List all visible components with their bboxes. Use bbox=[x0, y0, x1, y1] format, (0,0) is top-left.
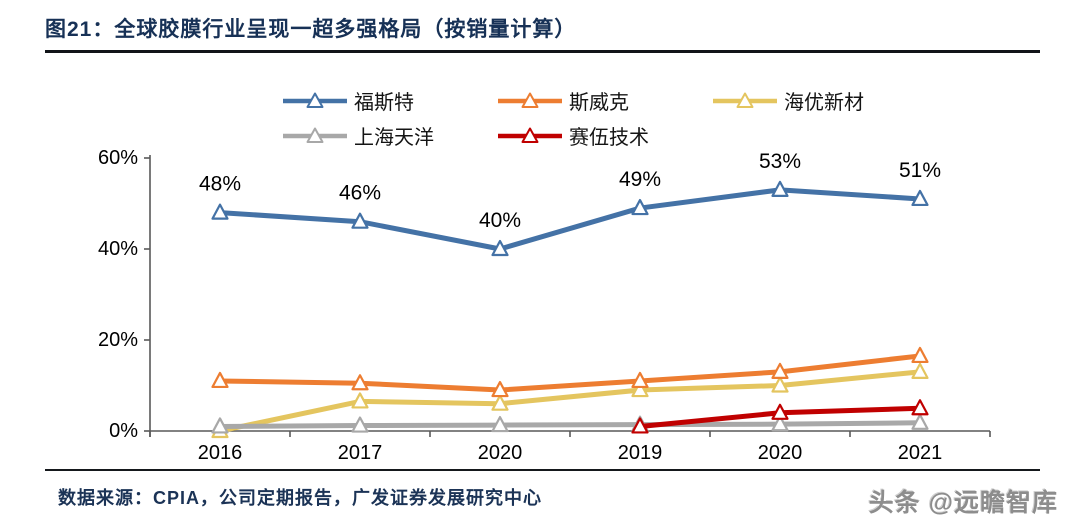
series-line-1 bbox=[217, 353, 923, 393]
x-tick-label: 2020 bbox=[758, 442, 803, 464]
legend-triangle-icon bbox=[306, 92, 324, 108]
data-source-text: 数据来源：CPIA，公司定期报告，广发证券发展研究中心 bbox=[58, 488, 543, 508]
line-triangle-marker-icon bbox=[283, 92, 347, 108]
triangle-marker-icon bbox=[911, 399, 929, 416]
triangle-marker-icon bbox=[491, 380, 509, 398]
legend-triangle-icon bbox=[736, 92, 754, 108]
legend-triangle-icon bbox=[521, 92, 539, 108]
triangle-marker-icon bbox=[771, 362, 789, 379]
line-triangle-marker-icon bbox=[498, 127, 562, 143]
watermark-text: 头条 @远瞻智库 bbox=[868, 489, 1058, 517]
x-tick-label: 2019 bbox=[618, 442, 663, 464]
series-line-3 bbox=[217, 420, 923, 429]
triangle-marker-icon bbox=[211, 203, 229, 220]
y-tick-label: 60% bbox=[98, 147, 138, 169]
triangle-marker-icon bbox=[351, 212, 369, 229]
series-line-0 bbox=[217, 187, 923, 252]
legend-triangle-icon bbox=[521, 127, 539, 143]
chart-title: 图21：全球胶膜行业呈现一超多强格局（按销量计算） bbox=[45, 18, 577, 41]
line-triangle-marker-icon bbox=[713, 92, 777, 108]
x-tick-label: 2021 bbox=[898, 442, 943, 464]
triangle-marker-icon bbox=[911, 413, 929, 430]
triangle-marker-icon bbox=[911, 362, 929, 379]
legend-label: 上海天洋 bbox=[354, 126, 434, 149]
triangle-marker-icon bbox=[631, 371, 649, 389]
legend-label: 福斯特 bbox=[354, 91, 414, 114]
y-tick-label: 0% bbox=[109, 420, 138, 442]
triangle-marker-icon bbox=[211, 371, 229, 389]
legend-item-saiwujishu: 赛伍技术 bbox=[498, 125, 649, 149]
triangle-marker-icon bbox=[631, 380, 649, 398]
data-label: 40% bbox=[479, 209, 521, 232]
legend-item-haiyouxincai: 海优新材 bbox=[713, 90, 864, 114]
legend-label: 赛伍技术 bbox=[569, 126, 649, 149]
legend-triangle-icon bbox=[306, 127, 324, 143]
data-label: 48% bbox=[199, 173, 241, 196]
y-tick-label: 20% bbox=[98, 329, 138, 351]
triangle-marker-icon bbox=[491, 239, 509, 257]
triangle-marker-icon bbox=[771, 415, 789, 432]
data-label: 53% bbox=[759, 150, 801, 173]
legend-label: 斯威克 bbox=[569, 91, 629, 114]
series-line-2 bbox=[217, 369, 923, 434]
triangle-marker-icon bbox=[211, 417, 229, 434]
triangle-marker-icon bbox=[351, 374, 369, 391]
line-triangle-marker-icon bbox=[283, 127, 347, 143]
triangle-marker-icon bbox=[351, 392, 369, 409]
title-underline bbox=[45, 50, 1040, 53]
triangle-marker-icon bbox=[911, 189, 929, 207]
data-label: 46% bbox=[339, 182, 381, 205]
triangle-marker-icon bbox=[631, 198, 649, 216]
x-tick-label: 2017 bbox=[338, 442, 383, 464]
y-tick-label: 40% bbox=[98, 238, 138, 260]
x-tick-label: 2020 bbox=[478, 442, 523, 464]
legend-item-siweike: 斯威克 bbox=[498, 90, 629, 114]
triangle-marker-icon bbox=[491, 415, 509, 433]
triangle-marker-icon bbox=[771, 180, 789, 197]
line-triangle-marker-icon bbox=[498, 92, 562, 108]
legend-label: 海优新材 bbox=[784, 91, 864, 114]
triangle-marker-icon bbox=[351, 416, 369, 433]
data-label: 49% bbox=[619, 168, 661, 191]
legend-item-fusite: 福斯特 bbox=[283, 90, 414, 114]
triangle-marker-icon bbox=[491, 394, 509, 411]
triangle-marker-icon bbox=[631, 417, 649, 434]
triangle-marker-icon bbox=[911, 346, 929, 364]
legend-item-shanghaitianyang: 上海天洋 bbox=[283, 125, 434, 149]
triangle-marker-icon bbox=[771, 403, 789, 420]
x-tick-label: 2016 bbox=[198, 442, 243, 464]
data-label: 51% bbox=[899, 159, 941, 182]
triangle-marker-icon bbox=[771, 376, 789, 393]
footer-divider bbox=[45, 469, 1040, 471]
